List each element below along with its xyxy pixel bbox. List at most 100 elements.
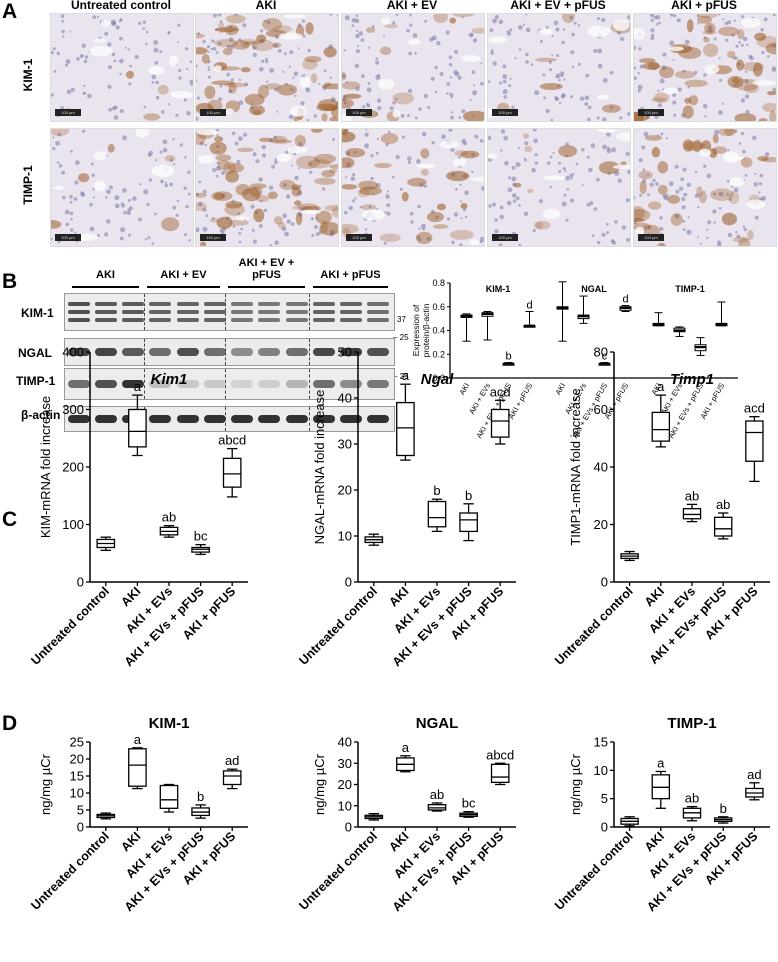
y-axis-label: TIMP1-mRNA fold increase [568, 388, 583, 546]
y-axis-label-line1: Expression of [411, 304, 421, 356]
micrograph-kim-1-0: 100 µm [50, 13, 194, 122]
blot-group-2: AKI + EV + pFUS [238, 257, 295, 281]
scale-bar: 100 µm [55, 109, 81, 116]
scale-bar: 100 µm [492, 234, 518, 241]
chart-title: TIMP-1 [667, 715, 716, 732]
group-title: TIMP-1 [675, 284, 705, 294]
y-tick-label: 0.2 [432, 349, 445, 359]
x-tick-label: AKI [457, 382, 471, 397]
x-tick-label: AKI [118, 584, 143, 609]
scale-bar: 100 µm [55, 234, 81, 241]
scale-bar: 100 µm [638, 109, 664, 116]
box [222, 457, 242, 488]
y-tick-label: 100 [62, 517, 84, 532]
x-tick-label: AKI [642, 829, 667, 854]
significance-label: c [602, 351, 608, 363]
y-tick-label: 20 [338, 483, 352, 498]
y-tick-label: 30 [338, 756, 352, 771]
box [222, 770, 242, 786]
x-tick-label: Untreated control [28, 829, 112, 913]
panel-letter-c: C [2, 508, 18, 531]
y-tick-label: 300 [62, 402, 84, 417]
x-tick-label: Untreated control [28, 584, 112, 668]
y-tick-label: 60 [594, 402, 608, 417]
y-tick-label: 0 [77, 820, 84, 835]
y-axis-label-line2: protein/β-actin [421, 303, 431, 357]
scale-bar: 100 µm [346, 109, 372, 116]
blot-group-line [147, 286, 220, 288]
y-tick-label: 0.8 [432, 278, 445, 288]
box [159, 784, 179, 809]
y-tick-label: 80 [594, 345, 608, 360]
significance-label: ab [685, 488, 699, 503]
blot-label-ngal: NGAL [18, 346, 52, 360]
y-tick-label: 0.6 [432, 302, 445, 312]
significance-label: bc [194, 529, 208, 544]
significance-label: ab [685, 791, 699, 806]
box [128, 748, 147, 787]
significance-label: abcd [486, 747, 514, 762]
x-tick-label: Untreated control [296, 829, 380, 913]
panel-letter-d: D [2, 712, 18, 735]
significance-label: a [402, 368, 410, 383]
significance-label: ad [225, 753, 239, 768]
significance-label: a [402, 740, 410, 755]
micrograph-timp-1-4: 100 µm [633, 128, 777, 247]
y-tick-label: 5 [77, 803, 84, 818]
panel-a-micrographs: KIM-1 TIMP-1 Untreated control AKI AKI + E… [0, 0, 778, 250]
panel-letter-b: B [2, 270, 18, 293]
box [490, 763, 510, 784]
column-header-0: Untreated control [70, 0, 171, 12]
y-tick-label: 40 [338, 735, 352, 750]
significance-label: d [622, 294, 628, 306]
y-axis-label: KIM-mRNA fold increase [38, 396, 53, 538]
blot-label-kim1: KIM-1 [21, 306, 54, 320]
significance-label: acd [744, 401, 765, 416]
blot-strip-ngal [64, 338, 395, 366]
box [490, 408, 510, 438]
significance-label: ad [747, 767, 761, 782]
significance-label: b [433, 483, 440, 498]
box [745, 420, 764, 462]
column-header-3: AKI + EV + pFUS [510, 0, 606, 12]
micrograph-timp-1-2: 100 µm [341, 128, 485, 247]
scale-bar: 100 µm [346, 234, 372, 241]
significance-label: b [720, 801, 727, 816]
y-tick-label: 20 [70, 752, 84, 767]
significance-label: ab [430, 787, 444, 802]
y-tick-label: 15 [70, 769, 84, 784]
box [396, 401, 415, 457]
significance-label: d [526, 300, 532, 312]
micrograph-kim-1-1: 100 µm [195, 13, 339, 122]
y-tick-label: 0 [77, 575, 84, 590]
y-tick-label: 50 [338, 345, 352, 360]
micrograph-kim-1-2: 100 µm [341, 13, 485, 122]
mw-marker-timp1: – 25 [393, 372, 409, 381]
box [651, 411, 671, 442]
y-tick-label: 20 [338, 777, 352, 792]
column-header-1: AKI [255, 0, 277, 12]
box [713, 516, 733, 537]
y-tick-label: 0.0 [432, 373, 445, 383]
significance-label: acd [490, 384, 511, 399]
y-tick-label: 0.4 [432, 326, 445, 336]
y-tick-label: 5 [601, 791, 608, 806]
significance-label: a [134, 379, 142, 394]
box [128, 408, 147, 448]
mw-marker-kim1: 37 [397, 315, 406, 324]
panel-b-western: KIM-1 NGAL TIMP-1 β-actin 37 – 25 – 25 3… [0, 257, 778, 508]
micrograph-timp-1-0: 100 µm [50, 128, 194, 247]
y-axis-label: ng/mg µCr [312, 753, 327, 815]
x-tick-label: AKI [386, 829, 411, 854]
blot-strip-actin [64, 406, 395, 432]
y-tick-label: 40 [338, 391, 352, 406]
group-title: KIM-1 [486, 284, 511, 294]
y-tick-label: 0 [345, 820, 352, 835]
blot-strip-timp1 [64, 368, 395, 400]
box [427, 500, 447, 528]
significance-label: bc [462, 796, 476, 811]
y-tick-label: 15 [594, 735, 608, 750]
significance-label: abcd [218, 433, 246, 448]
significance-label: a [134, 732, 142, 747]
